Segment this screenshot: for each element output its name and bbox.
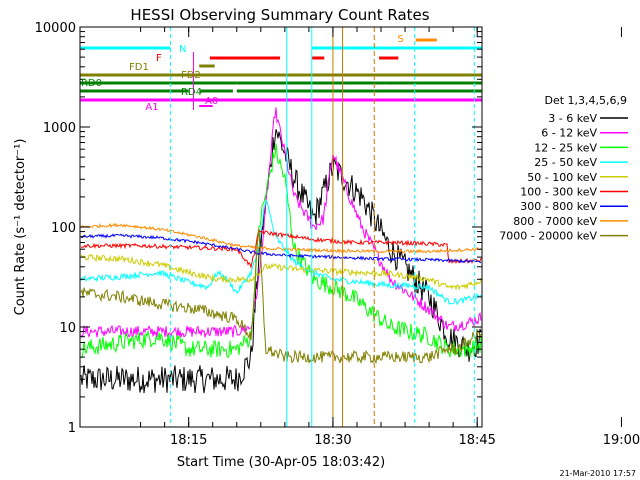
- series-line: [80, 253, 482, 291]
- flag-labels: N F FD1 FD2 RD0 RD4 A1 A0 S: [81, 34, 404, 113]
- legend-entry-label: 25 - 50 keV: [534, 156, 597, 169]
- x-tick-label: 18:45: [458, 433, 495, 448]
- x-tick-label: 18:30: [314, 433, 351, 448]
- legend-entry-label: 800 - 7000 keV: [513, 215, 597, 228]
- flag-label: S: [397, 34, 403, 45]
- legend-title: Det 1,3,4,5,6,9: [544, 94, 627, 107]
- flag-label: RD0: [81, 78, 102, 89]
- legend-entry-label: 100 - 300 keV: [520, 186, 597, 199]
- y-tick-label: 100: [51, 221, 76, 236]
- series-line: [80, 228, 482, 269]
- y-axis: 1 10 100 1000 10000: [35, 21, 482, 436]
- y-tick-label: 1: [68, 421, 76, 436]
- series-layer: [80, 107, 482, 394]
- legend-entry-label: 50 - 100 keV: [527, 171, 597, 184]
- x-axis-label: Start Time (30-Apr-05 18:03:42): [177, 455, 385, 470]
- legend-entry-label: 12 - 25 keV: [534, 141, 597, 154]
- legend-entry-label: 300 - 800 keV: [520, 200, 597, 213]
- y-tick-label: 10: [59, 321, 76, 336]
- flag-label: RD4: [181, 87, 202, 98]
- vertical-markers: [169, 27, 475, 427]
- legend-entry-label: 6 - 12 keV: [541, 127, 597, 140]
- flag-label: A1: [145, 102, 158, 113]
- series-line: [80, 129, 482, 394]
- flag-label: FD2: [181, 70, 201, 81]
- y-tick-label: 1000: [43, 121, 76, 136]
- y-tick-label: 10000: [35, 21, 76, 36]
- series-line: [80, 222, 482, 254]
- y-axis-label: Count Rate (s⁻¹ detector⁻¹): [13, 139, 28, 316]
- flag-label: A0: [205, 96, 218, 107]
- x-tick-label: 19:00: [603, 433, 640, 448]
- flag-label: N: [179, 44, 186, 55]
- legend-entry-label: 3 - 6 keV: [548, 112, 597, 125]
- chart-title: HESSI Observing Summary Count Rates: [130, 6, 429, 24]
- legend-entry-label: 7000 - 20000 keV: [499, 230, 597, 243]
- series-line: [80, 143, 482, 359]
- x-tick-label: 18:15: [170, 433, 207, 448]
- footer-date: 21-Mar-2010 17:57: [560, 469, 637, 478]
- flag-label: FD1: [129, 62, 149, 73]
- flag-bars: [80, 38, 482, 110]
- flag-label: F: [156, 53, 162, 64]
